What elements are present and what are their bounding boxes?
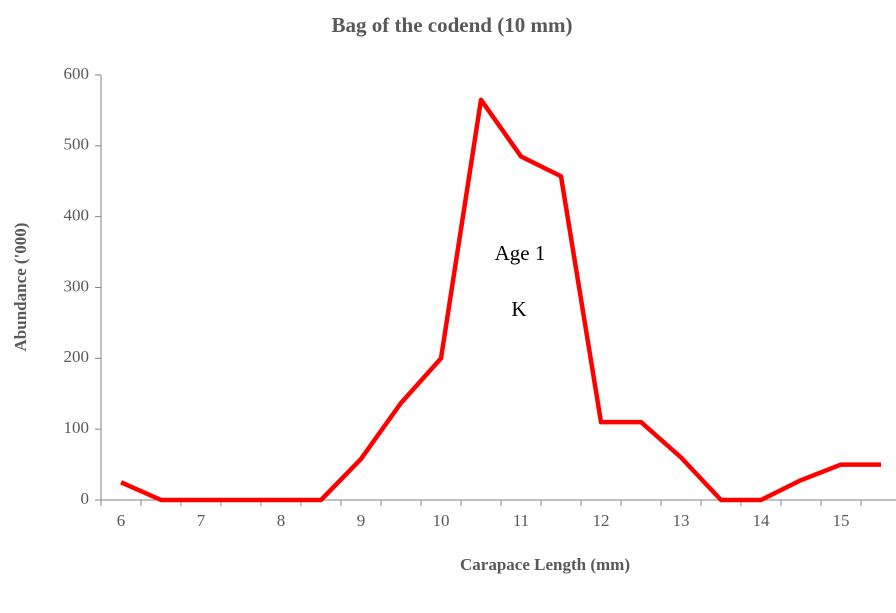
x-axis-label: Carapace Length (mm): [460, 555, 630, 574]
x-tick-label: 15: [833, 511, 850, 530]
x-tick-label: 6: [117, 511, 126, 530]
x-tick-label: 12: [593, 511, 610, 530]
annotation: Age 1: [495, 241, 546, 265]
x-tick-label: 9: [357, 511, 366, 530]
x-tick-label: 10: [433, 511, 450, 530]
y-tick-label: 100: [64, 418, 90, 437]
chart-title: Bag of the codend (10 mm): [332, 13, 573, 37]
data-line: [120, 97, 881, 503]
y-tick-label: 500: [64, 135, 90, 154]
x-tick-label: 11: [513, 511, 529, 530]
x-tick-label: 7: [197, 511, 206, 530]
annotation: K: [511, 297, 526, 321]
y-tick-label: 200: [64, 347, 90, 366]
x-tick-label: 14: [753, 511, 771, 530]
y-tick-label: 600: [64, 64, 90, 83]
x-tick-label: 13: [673, 511, 690, 530]
y-tick-label: 300: [64, 276, 90, 295]
y-tick-label: 0: [81, 489, 90, 508]
x-tick-label: 8: [277, 511, 286, 530]
y-axis-label: Abundance ('000): [11, 223, 30, 352]
y-tick-label: 400: [64, 206, 90, 225]
